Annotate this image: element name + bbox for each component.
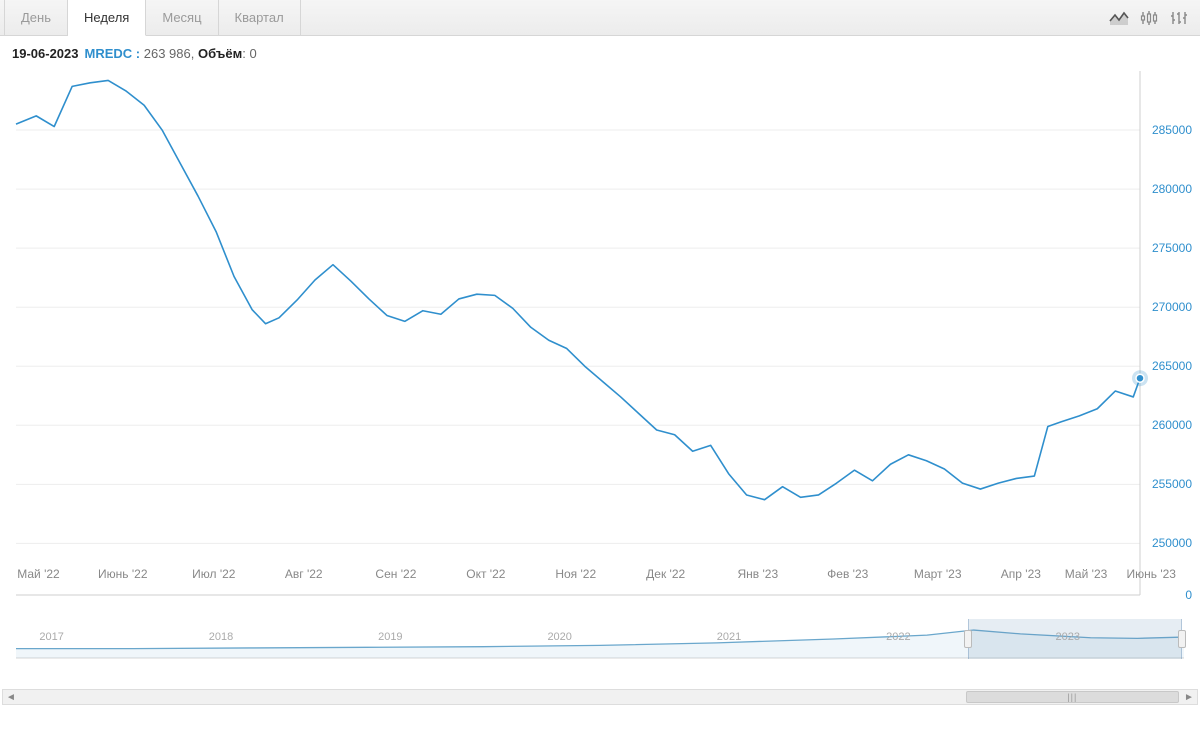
navigator-handle-left[interactable] — [964, 630, 972, 648]
x-tick-label: Июнь '22 — [98, 567, 147, 581]
chart-type-candlestick-icon[interactable] — [1136, 5, 1162, 31]
x-tick-label: Май '23 — [1065, 567, 1107, 581]
y-tick-label: 285000 — [1152, 123, 1192, 137]
y-tick-label: 275000 — [1152, 241, 1192, 255]
y-tick-label: 270000 — [1152, 300, 1192, 314]
y-tick-label: 260000 — [1152, 418, 1192, 432]
period-tabs: ДеньНеделяМесяцКвартал — [4, 0, 301, 35]
chart-type-line-icon[interactable] — [1106, 5, 1132, 31]
navigator-year-label: 2023 — [1056, 631, 1080, 643]
tab-День[interactable]: День — [4, 0, 68, 35]
x-tick-label: Апр '23 — [1001, 567, 1041, 581]
main-chart[interactable]: 250000 255000 260000 265000 270000 275000 2800… — [2, 67, 1198, 615]
scroll-left-icon[interactable]: ◄ — [3, 690, 19, 704]
navigator-year-label: 2020 — [547, 631, 571, 643]
x-tick-label: Окт '22 — [466, 567, 505, 581]
x-tick-label: Сен '22 — [375, 567, 416, 581]
navigator-year-label: 2019 — [378, 631, 402, 643]
x-tick-label: Май '22 — [17, 567, 59, 581]
info-date: 19-06-2023 — [12, 46, 79, 61]
info-volume-label: Объём — [198, 46, 242, 61]
horizontal-scrollbar[interactable]: ◄ ||| ► — [2, 689, 1198, 705]
chart-type-ohlc-icon[interactable] — [1166, 5, 1192, 31]
x-tick-label: Дек '22 — [646, 567, 685, 581]
y-tick-label: 280000 — [1152, 182, 1192, 196]
x-tick-label: Июл '22 — [192, 567, 235, 581]
x-tick-label: Ноя '22 — [555, 567, 596, 581]
navigator-year-label: 2022 — [886, 631, 910, 643]
tab-Месяц[interactable]: Месяц — [146, 0, 218, 35]
navigator-chart[interactable]: 2017 2018 2019 2020 2021 2022 2023 — [2, 619, 1198, 659]
tab-Квартал[interactable]: Квартал — [219, 0, 301, 35]
toolbar: ДеньНеделяМесяцКвартал — [0, 0, 1200, 36]
navigator-handle-right[interactable] — [1178, 630, 1186, 648]
navigator-year-label: 2021 — [717, 631, 741, 643]
main-chart-svg — [2, 67, 1198, 615]
y-tick-label: 265000 — [1152, 359, 1192, 373]
x-tick-label: Июнь '23 — [1126, 567, 1175, 581]
x-tick-label: Март '23 — [914, 567, 962, 581]
scroll-thumb[interactable]: ||| — [966, 691, 1179, 703]
y-tick-label: 255000 — [1152, 477, 1192, 491]
info-volume: 0 — [249, 46, 256, 61]
navigator-year-label: 2017 — [39, 631, 63, 643]
x-tick-label: Янв '23 — [738, 567, 779, 581]
info-ticker: MREDC — [85, 46, 133, 61]
scroll-right-icon[interactable]: ► — [1181, 690, 1197, 704]
chart-container: 250000 255000 260000 265000 270000 275000 2800… — [2, 67, 1198, 685]
x-tick-label: Фев '23 — [827, 567, 868, 581]
info-ticker-sep: : — [132, 46, 144, 61]
info-value: 263 986, — [144, 46, 198, 61]
y-tick-label: 250000 — [1152, 536, 1192, 550]
y-zero-label: 0 — [1185, 588, 1192, 602]
x-tick-label: Авг '22 — [285, 567, 323, 581]
info-line: 19-06-2023 MREDC : 263 986, Объём: 0 — [0, 36, 1200, 67]
scroll-track[interactable]: ||| — [19, 690, 1181, 704]
tab-Неделя[interactable]: Неделя — [68, 0, 146, 36]
navigator-year-label: 2018 — [209, 631, 233, 643]
chart-type-buttons — [1106, 0, 1196, 35]
